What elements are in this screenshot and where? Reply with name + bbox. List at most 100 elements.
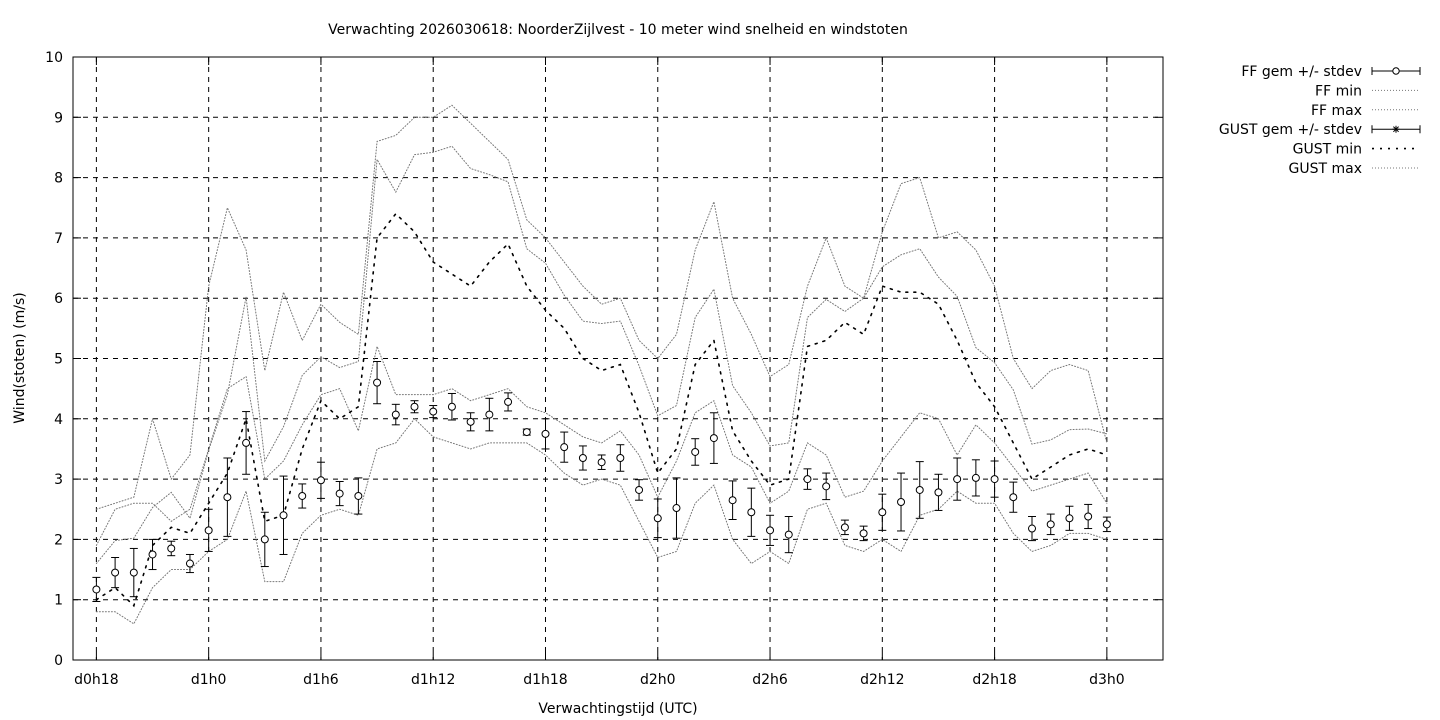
ff-errorbar bbox=[859, 525, 868, 542]
ff-errorbar bbox=[840, 519, 849, 536]
y-tick-label: 4 bbox=[54, 412, 63, 428]
axis-ticks: 0 1 2 3 4 5 6 7 8 9 10 d0h18 d1h0 d1h6 d1h12 d1h18 d2h0 d… bbox=[45, 50, 1163, 688]
ff-errorbar bbox=[316, 461, 325, 499]
ff-point bbox=[185, 559, 194, 568]
ff-point bbox=[466, 417, 475, 426]
ff-point bbox=[148, 550, 157, 559]
legend-item: GUST gem +/- stdev bbox=[1219, 122, 1421, 138]
ff-point bbox=[915, 485, 924, 494]
y-tick-label: 6 bbox=[54, 291, 63, 307]
legend-item: GUST max bbox=[1289, 161, 1420, 177]
ff-point bbox=[111, 568, 120, 577]
ff-errorbar bbox=[223, 457, 232, 537]
ff-errorbar bbox=[803, 468, 812, 490]
ff-point bbox=[878, 508, 887, 517]
ff-errorbar bbox=[129, 547, 138, 598]
ff-errorbar bbox=[691, 438, 700, 466]
y-tick-label: 2 bbox=[54, 532, 63, 548]
ff-point bbox=[447, 402, 456, 411]
ff-point bbox=[616, 453, 625, 462]
ff-errorbar bbox=[635, 479, 644, 501]
ff-point bbox=[129, 568, 138, 577]
ff-point bbox=[373, 378, 382, 387]
ff-point bbox=[316, 476, 325, 485]
legend-label: FF max bbox=[1311, 103, 1362, 119]
ff-point bbox=[597, 458, 606, 467]
ff-errorbar bbox=[466, 412, 475, 432]
ff-point bbox=[279, 511, 288, 520]
y-tick-label: 8 bbox=[54, 171, 63, 187]
ff-point bbox=[971, 473, 980, 482]
y-tick-label: 7 bbox=[54, 231, 63, 247]
legend-label: GUST min bbox=[1293, 142, 1362, 158]
ff-errorbar bbox=[560, 431, 569, 463]
legend-label: FF min bbox=[1315, 83, 1362, 99]
ff-point bbox=[204, 526, 213, 535]
ff-errorbar bbox=[822, 472, 831, 501]
x-tick-label: d0h18 bbox=[74, 672, 118, 688]
ff-errorbar bbox=[522, 428, 531, 437]
ff-point bbox=[578, 453, 587, 462]
ff-errorbar bbox=[167, 540, 176, 557]
ff-point bbox=[953, 475, 962, 484]
ff-point bbox=[541, 429, 550, 438]
ff-errorbar bbox=[1084, 503, 1093, 530]
ff-point bbox=[504, 397, 513, 406]
ff-point bbox=[990, 475, 999, 484]
legend-item: FF min bbox=[1315, 83, 1420, 99]
ff-errorbar bbox=[953, 457, 962, 501]
legend-item: FF gem +/- stdev bbox=[1241, 64, 1421, 80]
x-tick-label: d1h6 bbox=[303, 672, 339, 688]
gust-max-line bbox=[95, 104, 1108, 510]
y-tick-label: 5 bbox=[54, 352, 63, 368]
gridlines bbox=[73, 57, 1163, 660]
ff-point bbox=[223, 493, 232, 502]
ff-errorbar bbox=[485, 397, 494, 432]
ff-errorbar bbox=[260, 511, 269, 568]
ff-errorbar bbox=[915, 461, 924, 519]
legend-label: GUST gem +/- stdev bbox=[1219, 122, 1362, 138]
ff-errorbar bbox=[1009, 481, 1018, 513]
ff-point bbox=[653, 514, 662, 523]
ff-point bbox=[728, 496, 737, 505]
ff-errorbar bbox=[1046, 513, 1055, 536]
ff-min-line bbox=[95, 418, 1108, 625]
x-tick-label: d1h18 bbox=[523, 672, 567, 688]
y-tick-label: 0 bbox=[54, 653, 63, 669]
ff-max-line bbox=[95, 344, 1108, 546]
legend-marker bbox=[1392, 67, 1400, 75]
ff-errorbar bbox=[1028, 515, 1037, 542]
ff-errorbar bbox=[373, 361, 382, 405]
ff-point bbox=[709, 434, 718, 443]
ff-errorbar bbox=[298, 483, 307, 509]
x-tick-label: d1h0 bbox=[191, 672, 227, 688]
ff-errorbar bbox=[784, 515, 793, 554]
legend-label: FF gem +/- stdev bbox=[1241, 64, 1362, 80]
chart-title: Verwachting 2026030618: NoorderZijlvest … bbox=[328, 22, 908, 38]
ff-errorbar bbox=[410, 400, 419, 414]
ff-point bbox=[522, 428, 531, 437]
ff-errorbar bbox=[709, 412, 718, 464]
legend-item: FF max bbox=[1311, 103, 1420, 119]
ff-point bbox=[803, 475, 812, 484]
x-tick-label: d2h18 bbox=[972, 672, 1016, 688]
range-lines bbox=[95, 104, 1108, 625]
gust-gem-stdev-line bbox=[95, 145, 1108, 565]
legend: FF gem +/- stdev FF min FF max GUST gem +/-… bbox=[1219, 64, 1421, 177]
ff-point bbox=[560, 443, 569, 452]
ff-point bbox=[1102, 520, 1111, 529]
ff-errorbar bbox=[971, 459, 980, 497]
x-tick-label: d2h6 bbox=[752, 672, 788, 688]
ff-errorbar bbox=[747, 487, 756, 537]
ff-errorbar bbox=[391, 403, 400, 426]
y-tick-label: 3 bbox=[54, 472, 63, 488]
ff-point bbox=[934, 488, 943, 497]
x-tick-label: d1h12 bbox=[411, 672, 455, 688]
ff-point bbox=[1065, 514, 1074, 523]
ff-point bbox=[242, 438, 251, 447]
legend-label: GUST max bbox=[1289, 161, 1363, 177]
ff-point bbox=[410, 402, 419, 411]
y-axis-label: Wind(stoten) (m/s) bbox=[12, 292, 28, 423]
ff-point bbox=[784, 530, 793, 539]
ff-point bbox=[691, 447, 700, 456]
